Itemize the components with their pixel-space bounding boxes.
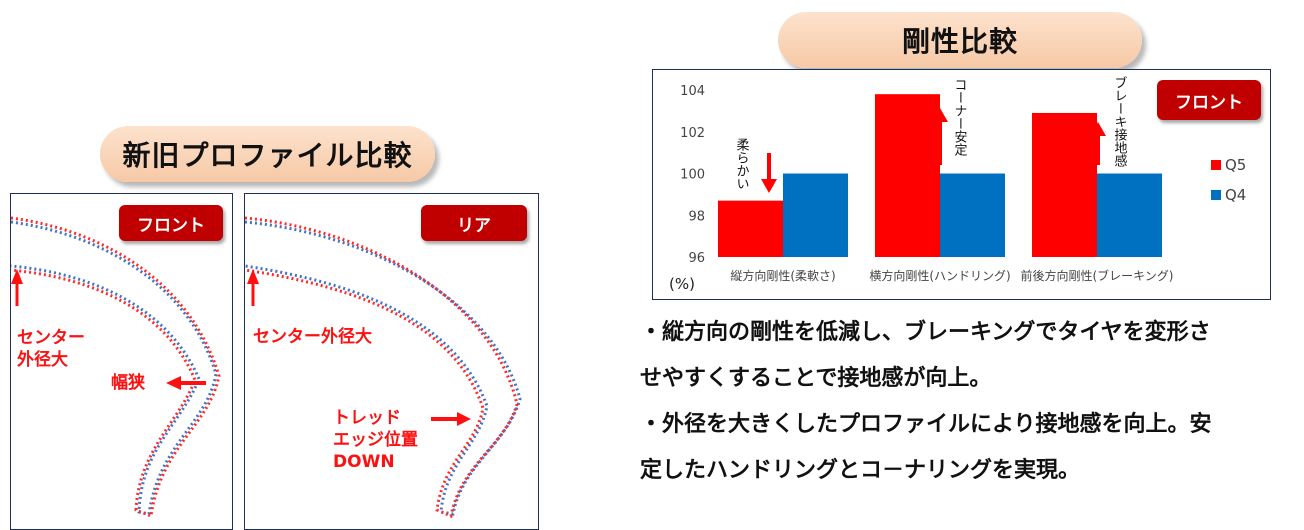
bar-q5-2 <box>875 94 940 257</box>
center-label: センター外径大 <box>253 327 372 347</box>
legend-swatch <box>1211 190 1221 200</box>
rear-old-profile <box>245 220 522 516</box>
bar-q5-1 <box>718 200 783 257</box>
bar-q4-2 <box>940 173 1005 257</box>
description-line4: 定したハンドリングとコ－ナリングを実現。 <box>640 458 1081 483</box>
rear-new-profile <box>245 216 519 519</box>
rear-profile-drawing <box>245 216 522 519</box>
chart-annotation: ブレーキ接地感 <box>1112 75 1128 167</box>
tread-label-line3: DOWN <box>333 452 395 472</box>
rigidity-chart-frame: 96 98 100 102 104 縦方向剛性(柔軟さ) 横方向剛性(ハンドリング) 前後方… <box>652 69 1271 300</box>
chart-front-badge: フロント <box>1157 80 1261 120</box>
profile-comparison-title: 新旧プロファイル比較 <box>100 126 435 182</box>
chart-annotation: コーナー安定 <box>952 78 968 157</box>
rigidity-comparison-title: 剛性比較 <box>778 12 1142 68</box>
y-tick-label: 102 <box>680 126 705 141</box>
legend-swatch <box>1211 160 1221 170</box>
x-tick-label: 縦方向剛性(柔軟さ) <box>730 268 835 283</box>
center-label-line1: センター <box>17 328 85 348</box>
front-badge: フロント <box>119 205 223 241</box>
tread-label-line1: トレッド <box>333 408 401 428</box>
front-profile-drawing <box>11 216 221 519</box>
up-arrow <box>11 269 23 306</box>
x-tick-label: 前後方向剛性(ブレーキング) <box>1020 268 1173 283</box>
y-axis-label: (%) <box>669 275 695 293</box>
narrow-label: 幅狭 <box>111 373 145 393</box>
description-line3: ・外径を大きくしたプロファイルにより接地感を向上。安 <box>640 412 1212 437</box>
down-arrow <box>761 153 777 193</box>
front-profile-panel: フロント センター 外径大 幅狭 <box>10 193 233 530</box>
rear-profile-panel: リア センター外径大 トレッド エッジ位置 DOWN <box>244 193 539 530</box>
bar-q4-3 <box>1097 173 1162 257</box>
legend-label: Q5 <box>1225 156 1246 174</box>
chart-annotation: 柔らかい <box>734 138 750 190</box>
right-arrow <box>431 412 471 426</box>
y-tick-label: 96 <box>688 251 705 266</box>
bar-q5-3 <box>1032 112 1097 258</box>
front-new-profile <box>11 216 221 519</box>
up-arrow <box>932 108 948 165</box>
bar-q4-1 <box>783 173 848 257</box>
up-arrow <box>247 269 259 306</box>
description-line2: せやすくすることで接地感が向上。 <box>640 366 992 391</box>
rigidity-bar-chart: 96 98 100 102 104 縦方向剛性(柔軟さ) 横方向剛性(ハンドリング) 前後方… <box>669 75 1246 293</box>
center-label-line2: 外径大 <box>17 350 68 370</box>
left-arrow <box>166 376 206 390</box>
x-tick-label: 横方向剛性(ハンドリング) <box>869 268 1010 283</box>
y-tick-label: 98 <box>688 209 705 224</box>
description-line1: ・縦方向の剛性を低減し、ブレーキングでタイヤを変形さ <box>640 320 1211 345</box>
y-tick-label: 100 <box>680 168 705 183</box>
tread-label-line2: エッジ位置 <box>333 430 418 450</box>
legend-label: Q4 <box>1225 186 1246 204</box>
rear-badge: リア <box>421 205 527 241</box>
y-tick-label: 104 <box>680 84 705 99</box>
up-arrow <box>1090 122 1106 165</box>
